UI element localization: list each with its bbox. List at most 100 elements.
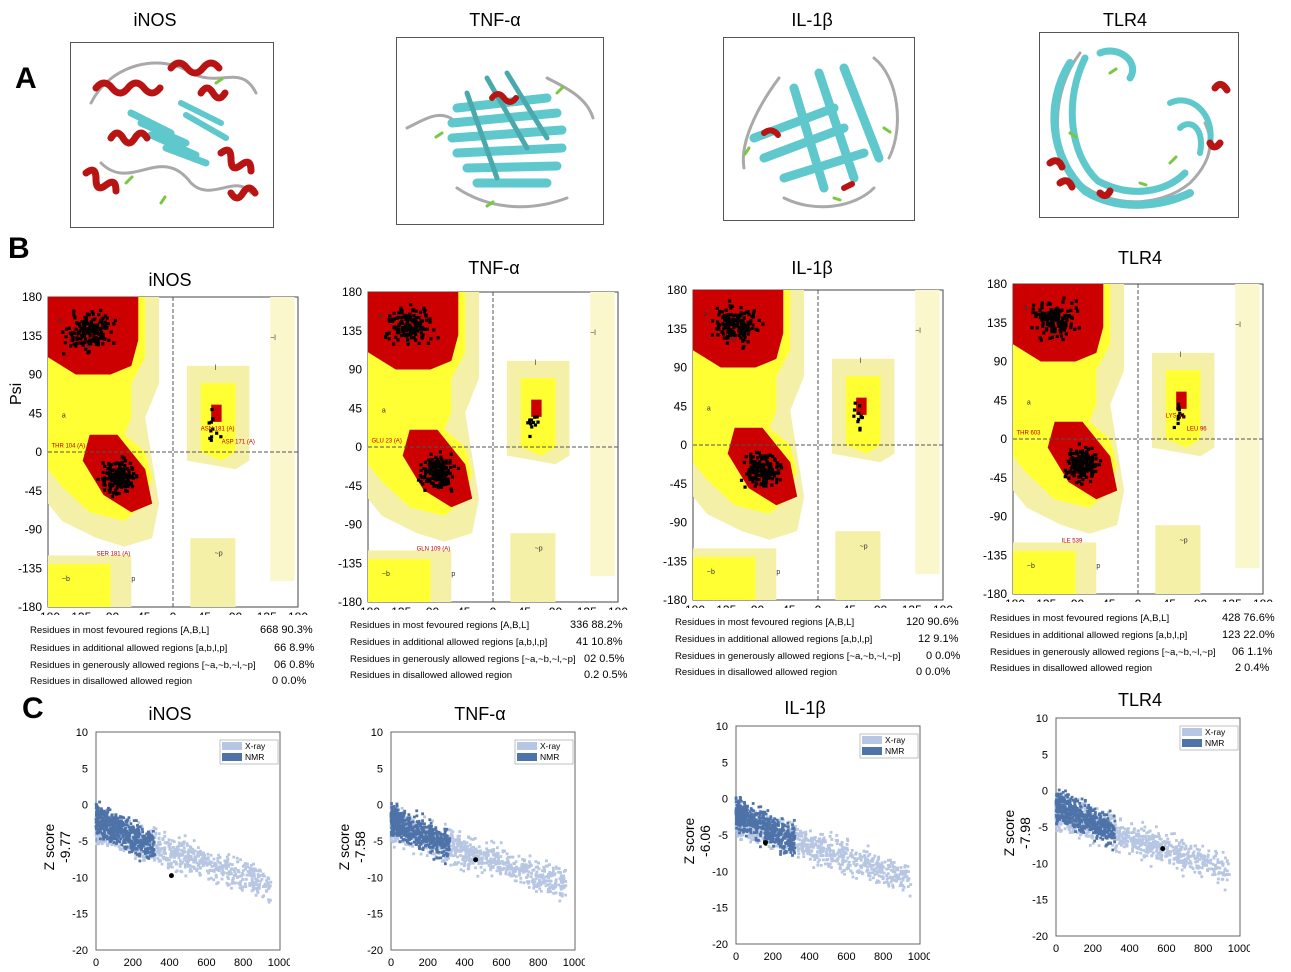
b-title-il1b: IL-1β (791, 258, 833, 278)
xray-point (559, 887, 563, 891)
nmr-point (125, 836, 129, 840)
nmr-point (141, 834, 145, 838)
residue-point (746, 340, 750, 344)
nmr-point (111, 835, 115, 838)
residue-point (113, 462, 117, 466)
nmr-point (141, 842, 145, 846)
xray-point (527, 860, 531, 864)
psi-tick-label: 180 (22, 290, 42, 304)
residue-point (71, 335, 75, 340)
nmr-point (444, 842, 448, 846)
nmr-point (406, 840, 409, 844)
xray-point (503, 849, 507, 853)
nmr-point (392, 808, 396, 812)
nmr-point (436, 831, 440, 834)
xray-point (548, 886, 552, 890)
residue-point (736, 323, 740, 328)
xray-point (122, 849, 126, 853)
nmr-point (114, 817, 118, 821)
nmr-point (428, 824, 432, 828)
xray-point (465, 856, 468, 860)
xray-point (546, 890, 550, 894)
residue-point (211, 418, 215, 422)
residue-point (103, 477, 107, 481)
xray-point (798, 838, 802, 842)
nmr-point (401, 838, 405, 842)
xray-point (557, 867, 561, 870)
nmr-point (94, 826, 98, 830)
residue-point (1070, 472, 1074, 476)
nmr-point (418, 847, 422, 851)
xray-point (96, 840, 100, 844)
residue-point (747, 474, 751, 478)
xray-point (821, 832, 824, 836)
psi-tick-label: -135 (18, 561, 42, 575)
nmr-point (95, 818, 99, 822)
xray-point (866, 854, 870, 858)
residue-point (1059, 330, 1063, 334)
xray-point (462, 840, 466, 844)
protein-marker (473, 857, 479, 863)
xray-point (886, 872, 890, 876)
residue-point (418, 474, 423, 478)
residue-point (761, 467, 765, 471)
residue-point (751, 455, 755, 459)
xray-point (895, 867, 899, 871)
xray-point (232, 855, 236, 859)
region-letter: ~b (1027, 563, 1035, 570)
residue-point (397, 327, 401, 331)
xray-point (840, 870, 844, 874)
residue-point (1070, 466, 1074, 470)
xray-point (193, 855, 197, 859)
residue-point (729, 312, 733, 317)
residue-point (1038, 313, 1043, 317)
xray-point (489, 865, 493, 869)
xray-point (546, 883, 550, 887)
xray-point (168, 846, 172, 850)
xray-point (245, 862, 249, 866)
nmr-point (131, 827, 135, 831)
residue-point (109, 477, 113, 481)
nmr-point (407, 841, 411, 845)
nmr-point (400, 819, 403, 822)
xray-point (890, 868, 893, 872)
residue-point (762, 475, 766, 480)
region-letter: p (131, 576, 135, 583)
xray-point (101, 840, 105, 843)
xray-point (142, 846, 146, 849)
residue-point (742, 324, 746, 328)
xray-point (177, 856, 181, 860)
residue-point (1074, 299, 1078, 303)
xray-point (805, 849, 809, 853)
xray-point (827, 864, 831, 868)
nmr-point (425, 835, 429, 839)
nmr-point (135, 838, 139, 842)
xray-point (254, 893, 258, 897)
region-letter: b (378, 313, 382, 320)
residue-point (1079, 454, 1083, 458)
xray-point (453, 861, 457, 865)
xray-point (238, 886, 242, 890)
residue-point (723, 318, 727, 322)
xray-point (761, 831, 764, 835)
residue-point (1090, 467, 1094, 471)
xray-point (237, 875, 241, 878)
xray-point (846, 863, 850, 867)
residue-point (72, 342, 76, 346)
xray-point (178, 864, 182, 868)
xray-point (204, 857, 208, 861)
nmr-point (125, 829, 129, 833)
xray-point (467, 863, 470, 866)
residue-point (419, 319, 423, 323)
xray-point (181, 851, 185, 855)
xray-point (458, 834, 461, 838)
nmr-point (148, 838, 152, 842)
stat-label: Residues in disallowed allowed region (350, 670, 513, 681)
residue-point (741, 333, 746, 338)
xray-point (167, 838, 171, 842)
xray-point (504, 872, 508, 876)
nmr-point (107, 824, 111, 827)
residue-point (422, 467, 426, 471)
phi-tick-label: 180 (608, 605, 628, 610)
